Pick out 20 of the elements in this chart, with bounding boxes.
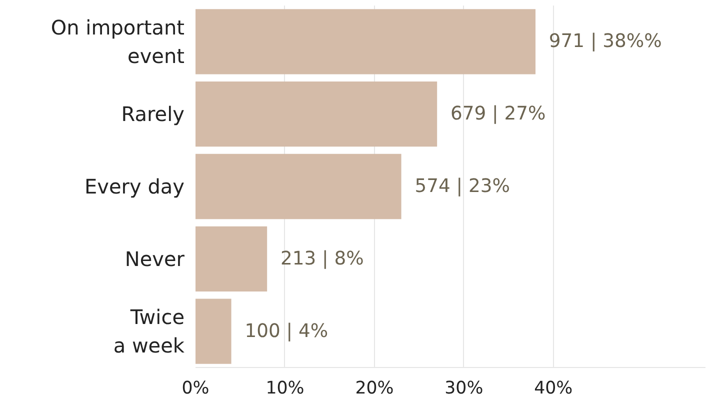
y-tick-label: Every day [84, 174, 185, 198]
data-label: 971 | 38%% [548, 31, 662, 52]
y-tick-label: Rarely [121, 102, 185, 126]
data-label: 213 | 8% [280, 248, 364, 270]
bar [196, 82, 438, 147]
data-label: 574 | 23% [414, 176, 510, 197]
x-tick-label: 10% [266, 378, 304, 398]
y-tick-label: On important event [50, 15, 185, 68]
x-tick-label: 0% [182, 378, 210, 398]
bar [196, 298, 232, 364]
y-tick-label: Never [124, 246, 186, 271]
bar [196, 226, 268, 292]
data-label: 100 | 4% [244, 320, 328, 342]
bar [196, 154, 402, 220]
data-label: 679 | 27% [450, 104, 546, 125]
x-tick-label: 20% [355, 378, 394, 398]
bar [196, 9, 536, 74]
x-tick-label: 40% [534, 378, 573, 398]
y-tick-label: Twice a week [113, 304, 185, 358]
x-tick-label: 30% [444, 378, 484, 398]
